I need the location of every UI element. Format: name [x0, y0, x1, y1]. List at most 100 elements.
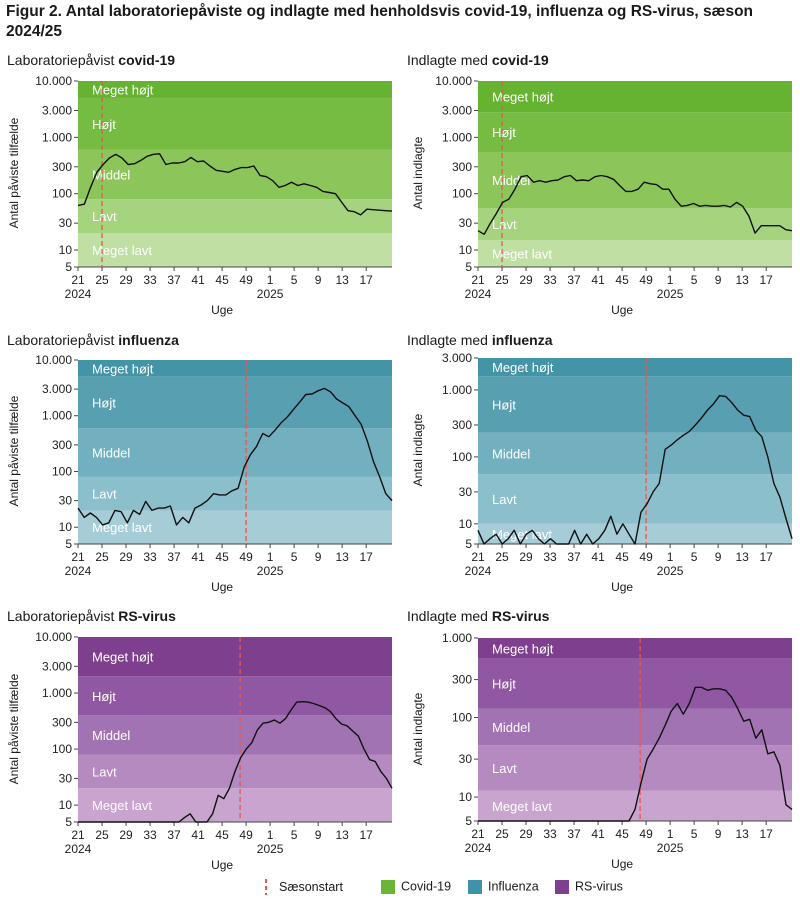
season-start-dash-icon: [265, 879, 267, 895]
legend-item-covid19: Covid-19: [381, 879, 451, 895]
x-tick-label: 37: [567, 273, 581, 287]
x-tick-label: 17: [760, 550, 774, 564]
x-tick-label: 49: [639, 550, 653, 564]
y-tick-label: 10.000: [35, 74, 72, 88]
band-label: Højt: [92, 117, 116, 132]
x-tick-label: 37: [167, 828, 181, 842]
band-højt: [478, 658, 792, 709]
series-line: [77, 387, 393, 526]
band-meget-højt: [78, 81, 392, 98]
x-tick-label: 9: [715, 827, 722, 841]
legend-item-rsv: RS-virus: [555, 879, 623, 895]
y-tick-label: 1.000: [442, 130, 472, 144]
x-tick-label: 5: [691, 550, 698, 564]
x-tick-label: 41: [591, 827, 605, 841]
panel-title-prefix: Indlagte med: [407, 608, 492, 624]
y-axis-label: Antal indlagte: [411, 692, 425, 765]
x-tick-label: 49: [239, 550, 253, 564]
y-tick-label: 1.000: [442, 383, 472, 397]
band-middel: [78, 149, 392, 200]
y-tick-label: 10: [59, 243, 73, 257]
band-lavt: [478, 208, 792, 241]
x-tick-label: 9: [715, 273, 722, 287]
band-højt: [478, 112, 792, 152]
panel-title-prefix: Indlagte med: [407, 52, 492, 68]
x-tick-label: 13: [735, 827, 749, 841]
x-tick-label: 25: [95, 273, 109, 287]
x-tick-label: 29: [119, 828, 133, 842]
y-tick-label: 30: [459, 752, 473, 766]
x-tick-label: 17: [360, 550, 374, 564]
series-line: [477, 395, 793, 545]
band-label: Meget højt: [92, 361, 154, 376]
y-tick-label: 100: [52, 187, 72, 201]
y-tick-label: 1.000: [42, 686, 72, 700]
y-tick-label: 300: [52, 715, 72, 729]
band-meget-højt: [478, 81, 792, 113]
panel-title: Laboratoriepåvist influenza: [7, 332, 179, 348]
x-tick-label: 25: [495, 273, 509, 287]
y-tick-label: 10: [59, 798, 73, 812]
band-lavt: [78, 199, 392, 234]
band-lavt: [478, 474, 792, 524]
y-axis-label: Antal påviste tilfælde: [7, 673, 21, 784]
y-tick-label: 3.000: [42, 659, 72, 673]
chart-rsv-lab: Meget lavt Lavt Middel Højt Meget højt 5 10 30 1…: [35, 630, 393, 856]
y-tick-label: 30: [459, 216, 473, 230]
y-tick-label: 100: [52, 464, 72, 478]
y-tick-label: 100: [452, 187, 472, 201]
band-meget-lavt: [478, 790, 792, 821]
y-tick-label: 5: [65, 537, 72, 551]
panel-title-prefix: Laboratoriepåvist: [7, 332, 119, 348]
x-axis-label: Uge: [611, 857, 634, 871]
figure-title: Figur 2. Antal laboratoriepåviste og ind…: [6, 3, 754, 40]
x-tick-label: 29: [119, 550, 133, 564]
x-tick-label: 1: [267, 550, 274, 564]
x-tick-label: 45: [215, 273, 229, 287]
x-tick-label: 1: [267, 828, 274, 842]
y-tick-label: 3.000: [42, 103, 72, 117]
y-tick-label: 300: [52, 438, 72, 452]
series-line: [477, 174, 793, 236]
x-tick-label: 5: [291, 273, 298, 287]
band-lavt: [78, 476, 392, 511]
x-year-label: 2024: [465, 841, 492, 855]
x-year-label: 2025: [257, 564, 284, 578]
x-tick-label: 21: [471, 550, 485, 564]
x-year-label: 2024: [65, 287, 92, 301]
band-meget-lavt: [78, 233, 392, 267]
band-label: Lavt: [492, 492, 517, 507]
band-label: Højt: [92, 689, 116, 704]
y-tick-label: 1.000: [42, 409, 72, 423]
x-tick-label: 29: [519, 550, 533, 564]
band-label: Meget lavt: [92, 243, 152, 258]
y-axis-label: Antal indlagte: [411, 136, 425, 210]
legend-label: Covid-19: [401, 879, 452, 894]
series-line: [78, 700, 393, 823]
band-label: Højt: [492, 677, 516, 692]
x-tick-label: 49: [239, 273, 253, 287]
y-tick-label: 300: [52, 160, 72, 174]
x-tick-label: 21: [71, 273, 85, 287]
x-year-label: 2025: [657, 841, 684, 855]
series-line: [478, 686, 793, 822]
band-label: Højt: [92, 395, 116, 410]
panel-title: Indlagte med influenza: [407, 332, 553, 348]
panel-title: Indlagte med RS-virus: [407, 608, 549, 624]
y-tick-label: 30: [59, 494, 73, 508]
panel-title-pathogen: covid-19: [491, 52, 549, 68]
x-tick-label: 17: [760, 273, 774, 287]
panel-title-pathogen: covid-19: [118, 52, 176, 68]
legend-label: Sæsonstart: [279, 880, 343, 894]
band-label: Lavt: [492, 761, 517, 776]
x-tick-label: 5: [691, 827, 698, 841]
y-tick-label: 5: [465, 537, 472, 551]
y-tick-label: 10: [459, 790, 473, 804]
x-tick-label: 33: [543, 550, 557, 564]
x-tick-label: 45: [615, 550, 629, 564]
x-tick-label: 13: [735, 273, 749, 287]
x-tick-label: 41: [591, 273, 605, 287]
rsv-swatch-icon: [555, 879, 569, 894]
